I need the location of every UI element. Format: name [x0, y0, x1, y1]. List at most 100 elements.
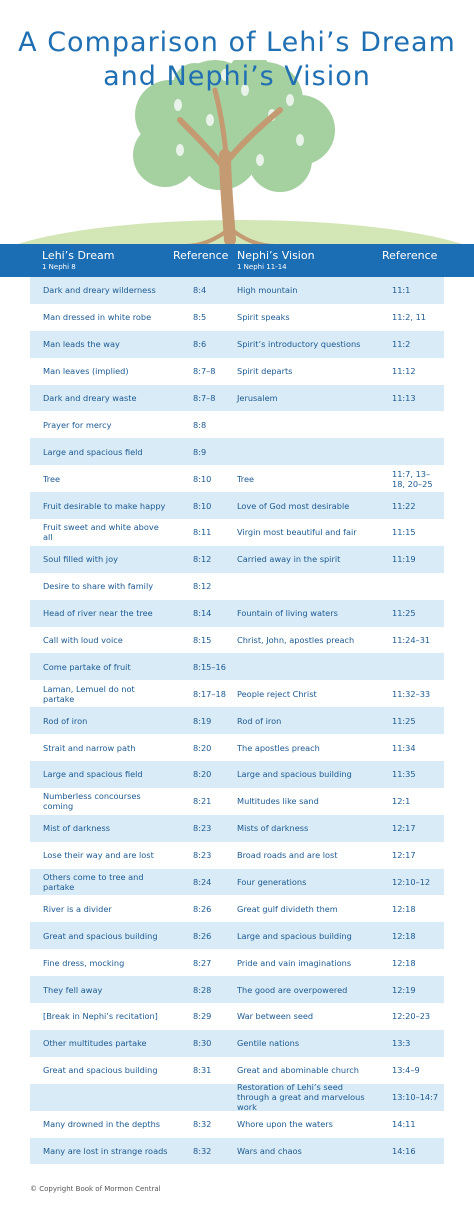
- table-cell: 12:17: [392, 823, 416, 834]
- table-cell: Great and spacious building: [43, 1065, 158, 1076]
- column-header: Lehi’s Dream 1 Nephi 8: [42, 249, 114, 271]
- table-cell: Others come to tree and partake: [43, 872, 144, 893]
- table-cell: The good are overpowered: [237, 984, 348, 995]
- table-cell: 8:14: [193, 608, 212, 619]
- table-row: Man dressed in white robe 8:5 Spirit speak…: [30, 304, 444, 331]
- table-cell: 8:19: [193, 715, 212, 726]
- tree-illustration: [11, 60, 469, 246]
- table-cell: 8:10: [193, 473, 212, 484]
- table-cell: 11:32–33: [392, 688, 431, 699]
- table-cell: Prayer for mercy: [43, 419, 112, 430]
- table-cell: 13:3: [392, 1038, 411, 1049]
- table-cell: Mist of darkness: [43, 823, 110, 834]
- table-cell: Gentile nations: [237, 1038, 300, 1049]
- table-cell: 11:12: [392, 366, 416, 377]
- table-cell: They fell away: [43, 984, 103, 995]
- table-cell: 12:18: [392, 930, 416, 941]
- table-row: Man leads the way 8:6 Spirit’s introductor…: [30, 330, 444, 358]
- table-cell: Fountain of living waters: [237, 608, 338, 619]
- table-cell: 8:15: [193, 635, 212, 646]
- table-row: Man leaves (implied) 8:7–8 Spirit departs 1…: [30, 358, 444, 385]
- table-row: Prayer for mercy 8:8: [30, 411, 444, 438]
- table-cell: Large and spacious field: [43, 446, 143, 457]
- table-cell: 12:20–23: [392, 1011, 431, 1022]
- table-cell: Jerusalem: [237, 393, 278, 403]
- table-row: Mist of darkness 8:23 Mists of darkness 12:…: [30, 814, 444, 842]
- table-cell: Come partake of fruit: [43, 661, 131, 672]
- table-row: Large and spacious field 8:9: [30, 438, 444, 466]
- table-row: Great and spacious building 8:26 Large and…: [30, 922, 444, 950]
- table-cell: Tree: [43, 473, 61, 484]
- table-cell: Fruit desirable to make happy: [43, 500, 166, 511]
- table-cell: Fruit sweet and white above all: [43, 522, 159, 543]
- table-row: Dark and dreary waste 8:7–8 Jerusalem 11:13: [30, 384, 444, 412]
- table-row: [Break in Nephi’s recitation] 8:29 War bet…: [30, 1003, 444, 1030]
- table-cell: 8:15–16: [193, 661, 226, 672]
- table-cell: 8:20: [193, 742, 212, 753]
- table-cell: 8:27: [193, 957, 212, 968]
- table-cell: 11:34: [392, 742, 416, 753]
- table-row: Fine dress, mocking 8:27 Pride and vain im…: [30, 949, 444, 976]
- table-cell: 12:17: [392, 850, 416, 861]
- table-cell: 8:28: [193, 984, 212, 995]
- table-cell: Lose their way and are lost: [43, 850, 154, 861]
- column-subtitle: 1 Nephi 8: [42, 263, 76, 271]
- table-cell: 12:19: [392, 984, 416, 995]
- table-cell: Restoration of Lehi’s seed through a gre…: [237, 1082, 365, 1113]
- table-cell: Christ, John, apostles preach: [237, 635, 355, 646]
- table-cell: 8:12: [193, 581, 212, 592]
- table-row: Many are lost in strange roads 8:32 Wars a…: [30, 1137, 444, 1165]
- table-row: Call with loud voice 8:15 Christ, John, ap…: [30, 627, 444, 654]
- table-cell: 11:13: [392, 393, 416, 403]
- table-cell: Spirit speaks: [237, 312, 290, 323]
- table-cell: 11:22: [392, 500, 416, 511]
- table-cell: Other multitudes partake: [43, 1038, 147, 1049]
- table-cell: 12:1: [392, 796, 411, 807]
- table-cell: 11:24–31: [392, 635, 431, 646]
- table-cell: Four generations: [237, 877, 307, 888]
- table-cell: [Break in Nephi’s recitation]: [43, 1011, 158, 1022]
- table-cell: 8:6: [193, 339, 207, 350]
- table-row: Great and spacious building 8:31 Great and…: [30, 1057, 444, 1084]
- table-row: Fruit sweet and white above all 8:11 Virgi…: [30, 519, 444, 546]
- table-row: Laman, Lemuel do not partake 8:17–18 Peopl…: [30, 680, 444, 707]
- table-cell: 11:19: [392, 554, 416, 565]
- table-row: River is a divider 8:26 Great gulf dividet…: [30, 895, 444, 922]
- column-label: Reference: [382, 249, 438, 262]
- table-cell: Large and spacious building: [237, 930, 352, 941]
- table-cell: People reject Christ: [237, 688, 317, 699]
- table-cell: 8:24: [193, 877, 212, 888]
- table-cell: 11:1: [392, 285, 411, 296]
- table-cell: 14:16: [392, 1145, 416, 1156]
- table-cell: 11:2, 11: [392, 312, 427, 323]
- table-cell: 11:15: [392, 527, 416, 538]
- table-header: Lehi’s Dream 1 Nephi 8 Reference Nephi’s Vi…: [0, 244, 474, 277]
- table-cell: 14:11: [392, 1119, 416, 1130]
- table-row: Soul filled with joy 8:12 Carried away in …: [30, 545, 444, 573]
- table-cell: Broad roads and are lost: [237, 850, 338, 861]
- table-cell: Call with loud voice: [43, 635, 123, 646]
- table-cell: Dark and dreary wilderness: [43, 285, 156, 296]
- foliage: [133, 60, 335, 192]
- table-cell: Laman, Lemuel do not partake: [43, 683, 135, 704]
- copyright: © Copyright Book of Mormon Central: [30, 1185, 161, 1193]
- table-cell: Tree: [237, 473, 255, 484]
- table-cell: Rod of iron: [237, 715, 282, 726]
- table-cell: 8:23: [193, 850, 212, 861]
- table-cell: 8:30: [193, 1038, 212, 1049]
- table-row: Fruit desirable to make happy 8:10 Love of…: [30, 492, 444, 520]
- table-cell: 8:4: [193, 285, 207, 296]
- table-cell: 13:10–14:7: [392, 1092, 439, 1103]
- table-cell: 8:20: [193, 769, 212, 780]
- table-row: They fell away 8:28 The good are overpower…: [30, 976, 444, 1004]
- table-cell: 11:25: [392, 715, 416, 726]
- table-cell: Great and abominable church: [237, 1065, 359, 1076]
- table-row: Many drowned in the depths 8:32 Whore upon…: [30, 1111, 444, 1138]
- table-row: Others come to tree and partake 8:24 Four …: [30, 868, 444, 896]
- table-cell: 8:9: [193, 446, 207, 457]
- table-cell: Love of God most desirable: [237, 500, 350, 511]
- table-row: Restoration of Lehi’s seed through a gre…: [30, 1082, 444, 1113]
- table-cell: 8:17–18: [193, 688, 226, 699]
- table-cell: Whore upon the waters: [237, 1119, 333, 1130]
